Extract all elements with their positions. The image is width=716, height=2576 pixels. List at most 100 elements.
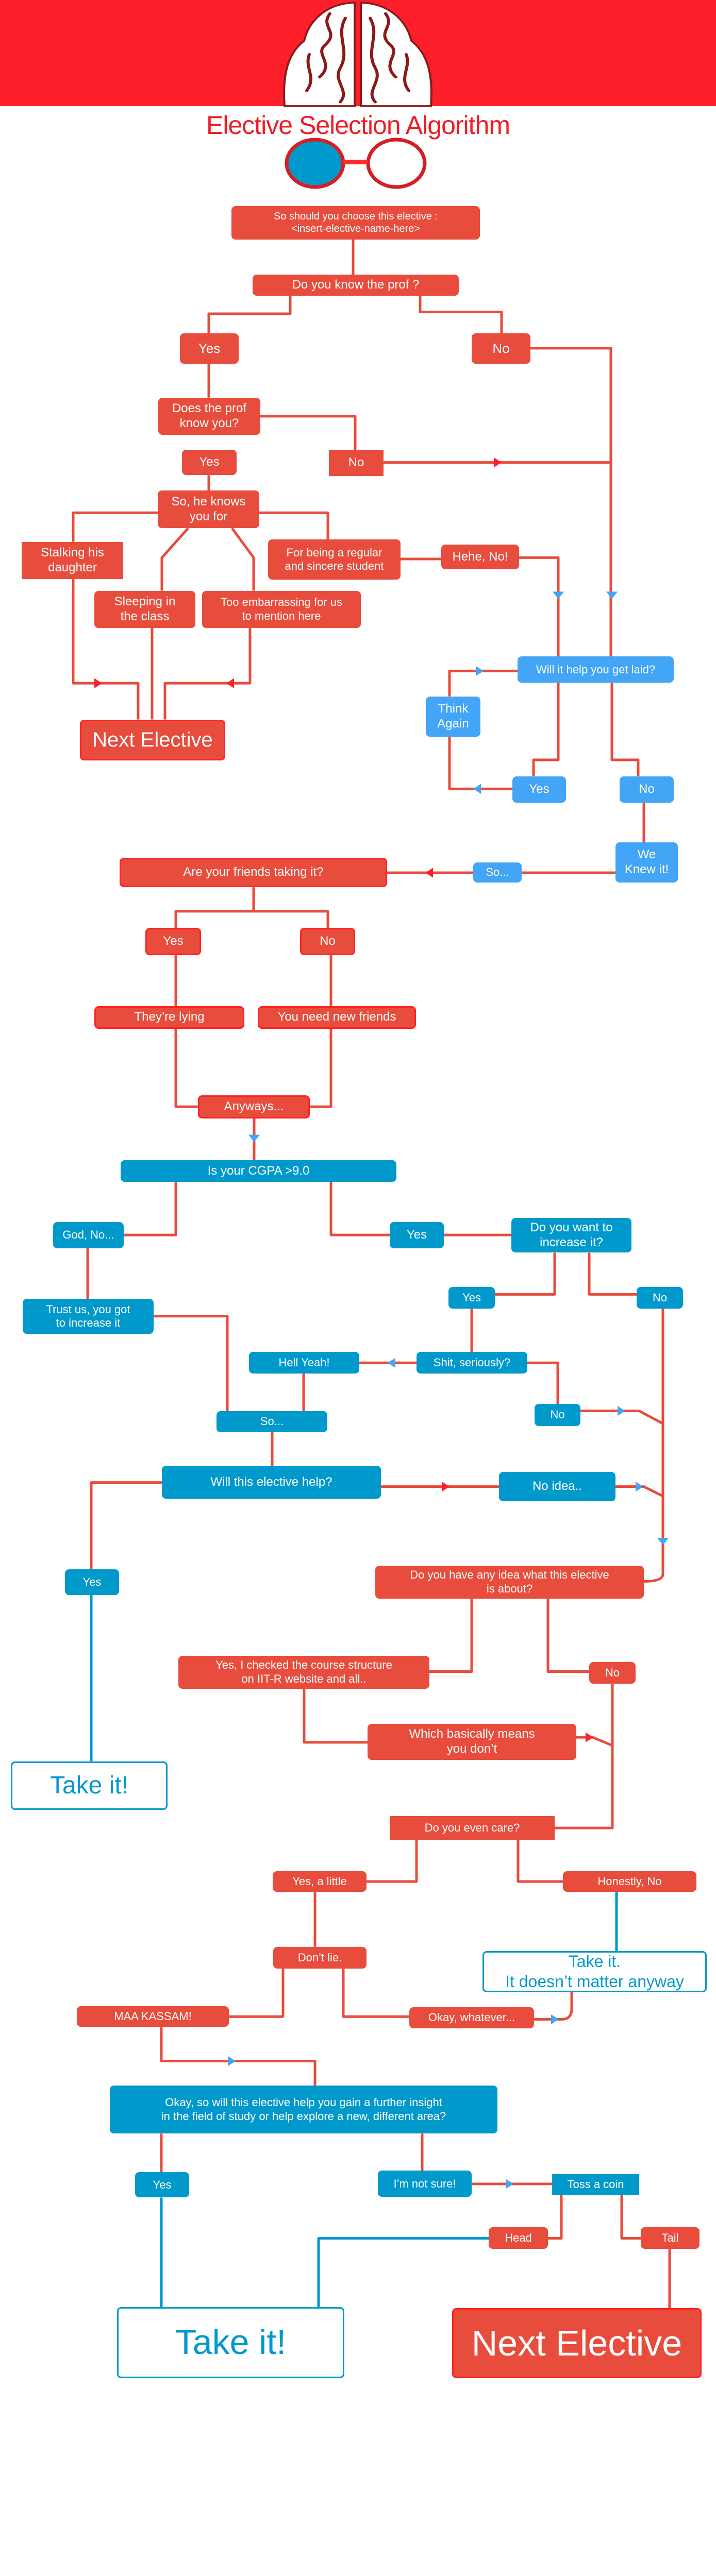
hehe-no-node: Hehe, No! xyxy=(441,544,519,570)
connector-line xyxy=(209,296,290,333)
yes-node: Yes xyxy=(182,449,237,476)
want-increase-node: Do you want to increase it? xyxy=(511,1217,631,1253)
connector-line xyxy=(161,2027,315,2086)
hell-yeah-node: Hell Yeah! xyxy=(249,1352,359,1374)
any-idea-node: Do you have any idea what this elective … xyxy=(375,1565,644,1599)
arrow-icon xyxy=(606,591,618,599)
arrow-icon xyxy=(442,1481,449,1492)
connector-line xyxy=(260,416,355,450)
connector-line xyxy=(232,528,254,590)
take-it-node: Take it! xyxy=(11,1761,168,1810)
page-title: Elective Selection Algorithm xyxy=(206,111,510,140)
arrow-icon xyxy=(553,591,564,599)
next-elective-node: Next Elective xyxy=(80,719,225,760)
arrow-icon xyxy=(94,678,102,688)
theyre-lying-node: They’re lying xyxy=(94,1006,244,1029)
connector-line xyxy=(229,1969,283,2016)
no-node: No xyxy=(589,1662,636,1684)
no-node: No xyxy=(620,776,674,803)
yes-node: Yes xyxy=(448,1287,495,1309)
header-band xyxy=(0,0,716,106)
tail-node: Tail xyxy=(641,2227,700,2249)
connector-line xyxy=(91,1483,162,1569)
brain-icon xyxy=(283,2,432,107)
arrow-icon xyxy=(636,1481,643,1492)
connector-line xyxy=(530,348,611,656)
dont-lie-node: Don’t lie. xyxy=(273,1946,367,1969)
regular-student-node: For being a regular and sincere student xyxy=(268,539,401,580)
connector-line xyxy=(367,1840,417,1882)
connector-line xyxy=(176,1029,198,1107)
connector-line xyxy=(310,1029,331,1107)
prof-knows-you-node: Does the prof know you? xyxy=(158,397,260,435)
connector-line xyxy=(429,1599,472,1672)
arrow-icon xyxy=(494,457,502,468)
no-node: No xyxy=(637,1287,683,1309)
connector-line xyxy=(162,528,188,590)
get-laid-node: Will it help you get laid? xyxy=(518,656,674,683)
connector-line xyxy=(449,671,518,696)
yes-node: Yes xyxy=(145,928,201,956)
connector-layer xyxy=(0,0,716,2391)
connector-line xyxy=(259,513,328,539)
connector-line xyxy=(304,1689,368,1742)
basically-means-node: Which basically means you don’t xyxy=(368,1723,576,1760)
connector-line xyxy=(644,1309,663,1582)
embarrassing-node: Too embarrassing for us to mention here xyxy=(202,590,361,628)
take-it-final-node: Take it! xyxy=(117,2307,344,2378)
checked-structure-node: Yes, I checked the course structure on I… xyxy=(178,1655,429,1689)
arrow-icon xyxy=(473,784,481,794)
arrow-icon xyxy=(618,1405,625,1416)
he-knows-you-for-node: So, he knows you for xyxy=(158,490,259,529)
toss-coin-node: Toss a coin xyxy=(552,2174,639,2195)
friends-taking-node: Are your friends taking it? xyxy=(120,857,387,888)
no-node: No xyxy=(472,333,530,364)
no-node: No xyxy=(300,928,355,956)
connector-line xyxy=(73,579,138,720)
god-no-node: God, No... xyxy=(53,1222,124,1248)
connector-line xyxy=(495,1252,555,1294)
yes-node: Yes xyxy=(65,1569,119,1595)
connector-line xyxy=(518,1840,563,1882)
connector-line xyxy=(124,1182,176,1235)
no-node: No xyxy=(535,1404,580,1426)
connector-line xyxy=(343,1969,409,2016)
arrow-icon xyxy=(551,2014,559,2025)
connector-line xyxy=(580,1411,663,1424)
start-node: So should you choose this elective : <in… xyxy=(231,206,480,240)
yes-node: Yes xyxy=(135,2172,189,2198)
take-it-doesnt-matter-node: Take it. It doesn’t matter anyway xyxy=(482,1951,707,1992)
arrow-icon xyxy=(657,1537,669,1546)
connector-line xyxy=(331,1182,511,1235)
even-care-node: Do you even care? xyxy=(390,1816,555,1840)
yes-a-little-node: Yes, a little xyxy=(273,1871,367,1892)
arrow-icon xyxy=(226,678,234,688)
anyways-node: Anyways... xyxy=(198,1095,310,1118)
elective-help-node: Will this elective help? xyxy=(162,1466,381,1499)
connector-line xyxy=(165,628,250,720)
connector-line xyxy=(615,1487,663,1496)
arrow-icon xyxy=(388,1358,395,1368)
honestly-no-node: Honestly, No xyxy=(563,1871,696,1892)
flowchart-page: Elective Selection Algorithm So should y… xyxy=(0,0,716,2391)
maa-kassam-node: MAA KASSAM! xyxy=(77,2006,229,2027)
connector-line xyxy=(534,683,558,776)
connector-line xyxy=(73,513,158,541)
arrow-icon xyxy=(506,2179,513,2189)
connector-line xyxy=(589,1252,637,1294)
arrow-icon xyxy=(586,1732,593,1742)
glasses-icon xyxy=(285,138,427,189)
arrow-icon xyxy=(476,666,484,676)
so-node: So... xyxy=(473,862,522,883)
connector-line xyxy=(449,737,512,789)
connector-line xyxy=(555,1684,612,1828)
connector-line xyxy=(622,2195,641,2238)
connector-line xyxy=(534,1992,572,2020)
further-insight-node: Okay, so will this elective help you gai… xyxy=(110,2086,497,2134)
connector-line xyxy=(548,2195,561,2238)
know-prof-node: Do you know the prof ? xyxy=(253,275,459,296)
connector-line xyxy=(154,1316,227,1412)
we-knew-it-node: We Knew it! xyxy=(615,842,678,883)
yes-node: Yes xyxy=(180,333,239,364)
connector-line xyxy=(548,1599,589,1672)
